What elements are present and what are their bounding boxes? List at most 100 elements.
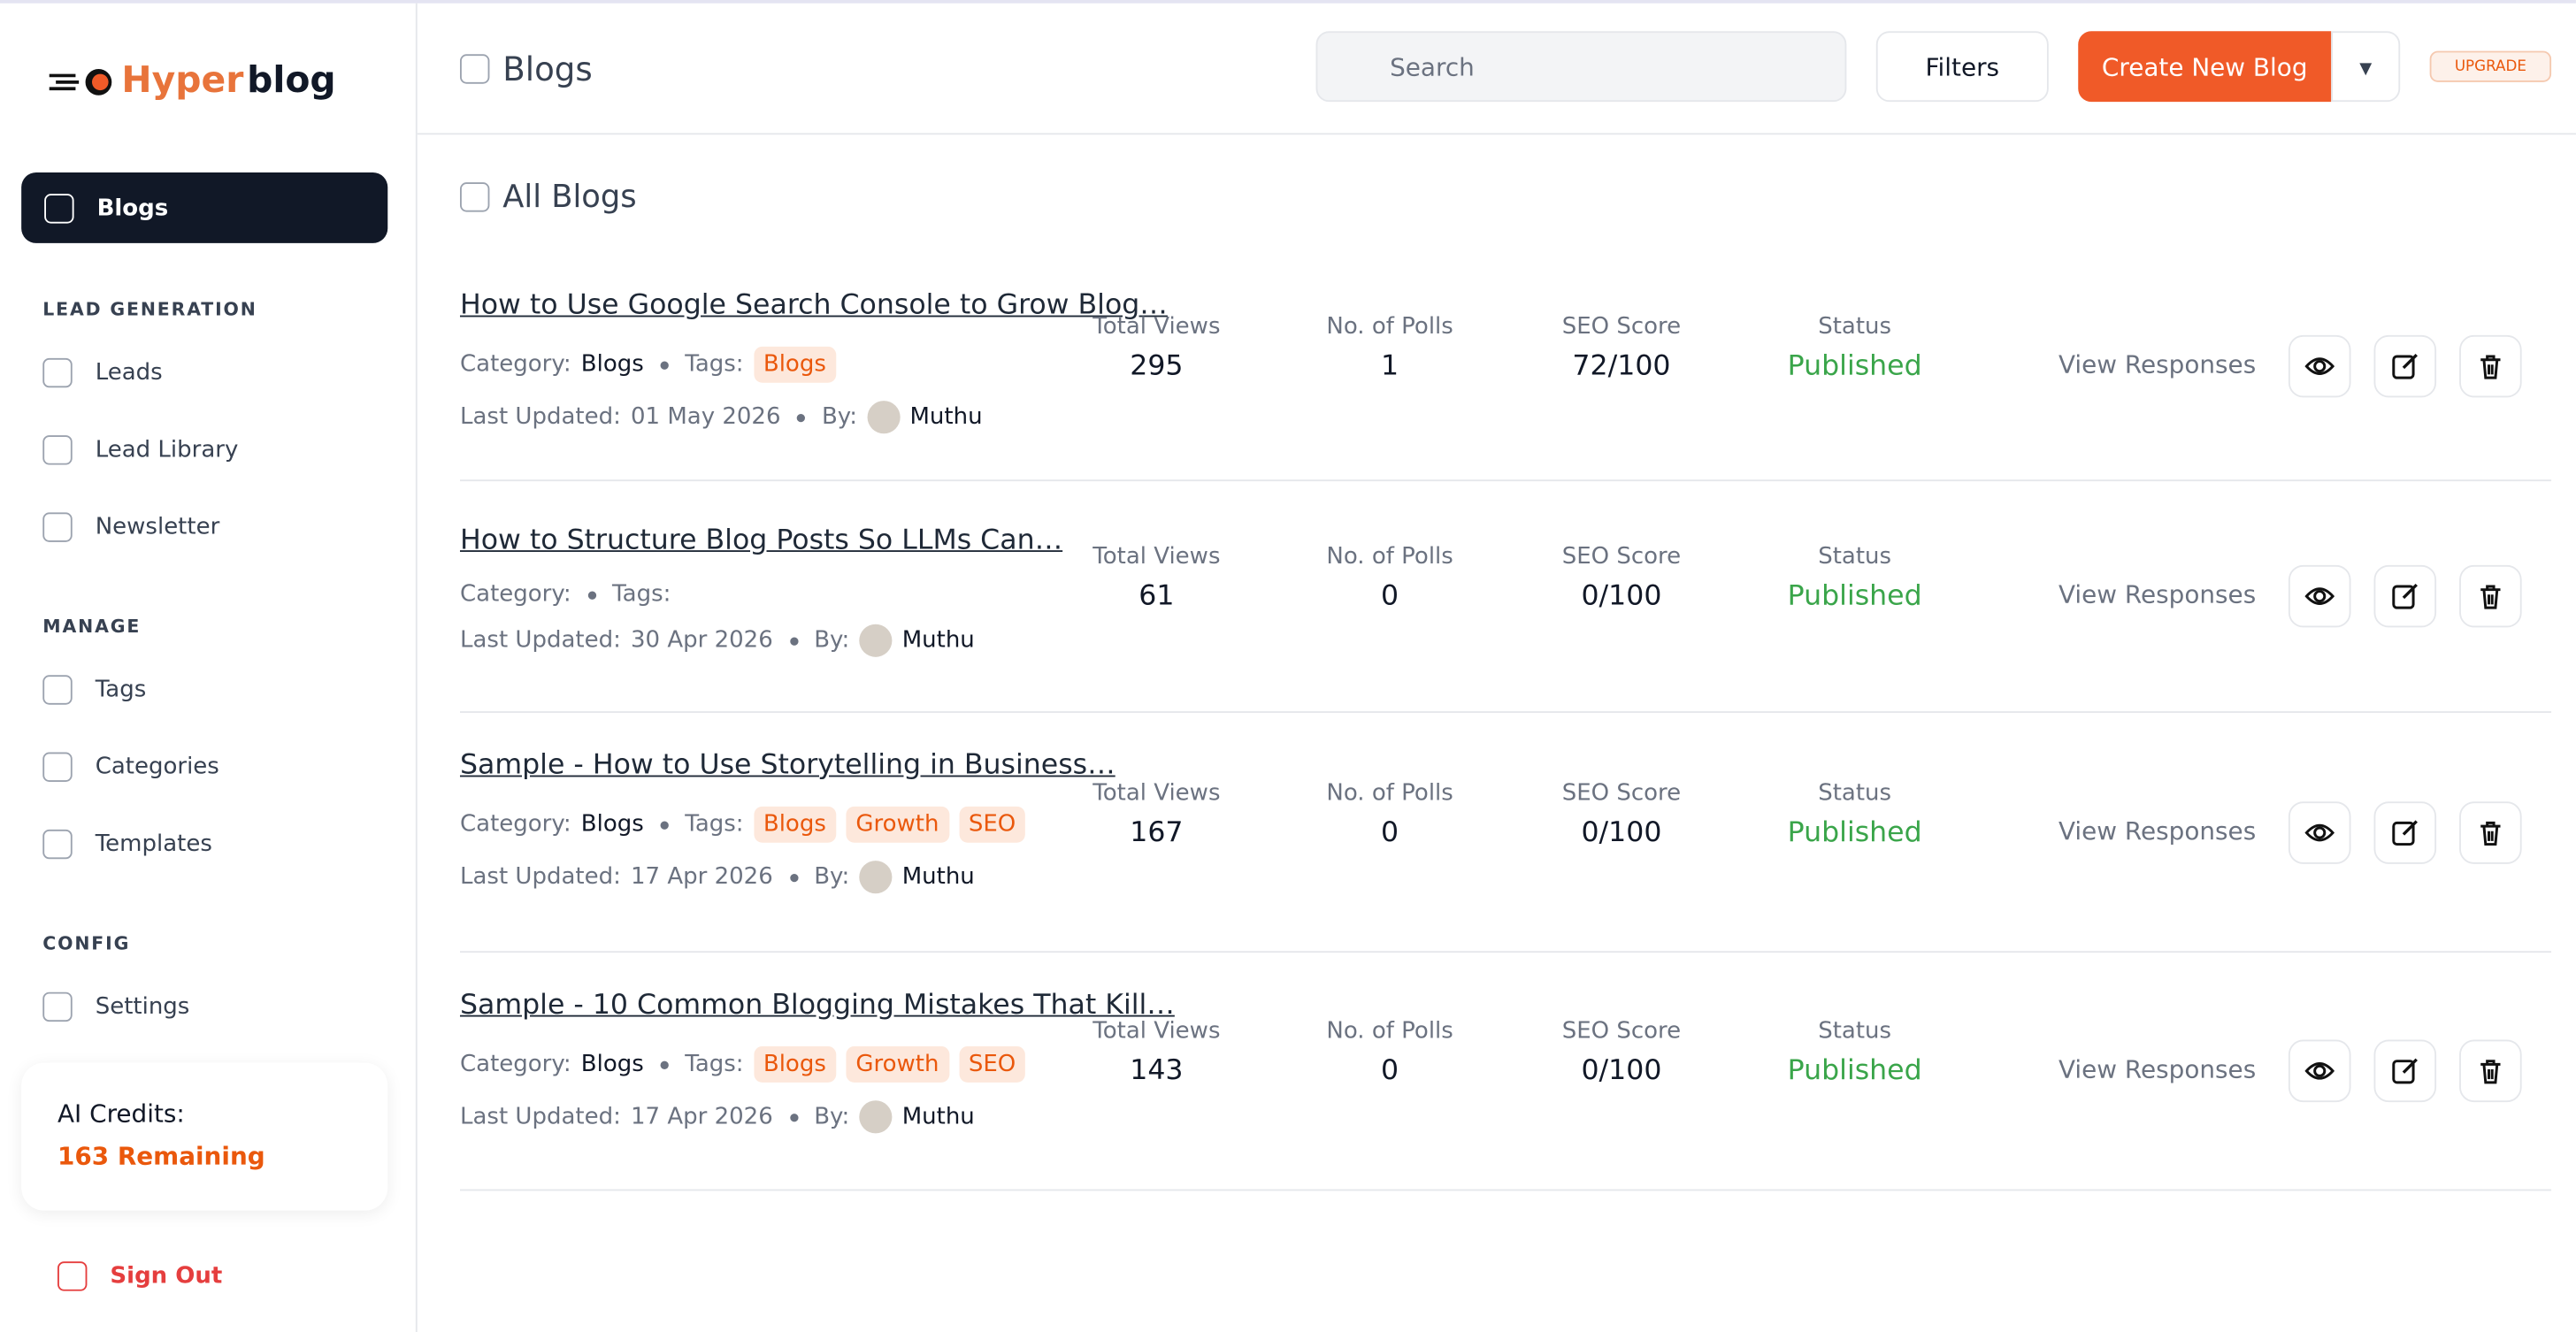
stat-value: 0 — [1381, 1054, 1399, 1088]
sign-out[interactable]: Sign Out — [57, 1261, 222, 1291]
stat-seo: SEO Score 0/100 — [1506, 779, 1736, 848]
stat-label: Status — [1818, 779, 1892, 806]
stat-seo: SEO Score 72/100 — [1506, 314, 1736, 383]
author: Muthu — [909, 403, 983, 431]
meta-category: Category: Blogs Tags: Blogs Growth SEO — [460, 1043, 1026, 1085]
dot — [789, 1113, 798, 1121]
stat-label: Total Views — [1092, 1018, 1221, 1045]
stat-status: Status Published — [1740, 1018, 1970, 1087]
avatar — [859, 1100, 893, 1134]
stat-value: Published — [1787, 579, 1922, 613]
tag: SEO — [958, 806, 1026, 843]
view-button[interactable] — [2288, 564, 2351, 628]
stat-label: Status — [1818, 313, 1892, 341]
dot — [789, 636, 798, 645]
nav-label: Categories — [95, 754, 219, 781]
blog-row: How to Structure Blog Posts So LLMs Can…… — [459, 481, 2552, 713]
stat-label: SEO Score — [1561, 313, 1682, 341]
tag: Blogs — [753, 346, 837, 383]
blog-title[interactable]: Sample - 10 Common Blogging Mistakes Tha… — [459, 988, 1175, 1022]
category-value: Blogs — [580, 351, 644, 379]
nav-active[interactable]: Blogs — [21, 172, 388, 243]
icon — [42, 752, 73, 782]
tag: Blogs — [753, 1045, 837, 1083]
edit-button[interactable] — [2373, 800, 2437, 863]
create-button[interactable]: Create New Blog — [2078, 31, 2332, 103]
view-responses[interactable]: View Responses — [2058, 815, 2257, 846]
tags-label: Tags: — [685, 351, 744, 379]
nav-item[interactable]: Newsletter — [42, 512, 220, 542]
stat-value: 167 — [1130, 815, 1184, 849]
stat-label: SEO Score — [1561, 543, 1682, 570]
category-value: Blogs — [580, 811, 644, 838]
blog-title[interactable]: How to Structure Blog Posts So LLMs Can… — [459, 524, 1063, 557]
upgrade[interactable]: UPGRADE — [2429, 50, 2552, 82]
icon — [2304, 587, 2334, 605]
blog-row: Sample - 10 Common Blogging Mistakes Tha… — [459, 953, 2552, 1191]
icon — [42, 991, 73, 1022]
dot — [587, 590, 596, 599]
stat-label: Total Views — [1092, 779, 1221, 806]
stat-views: Total Views 143 — [1041, 1018, 1271, 1087]
create-dropdown[interactable]: ▾ — [2331, 31, 2401, 103]
blog-row: Sample - How to Use Storytelling in Busi… — [459, 713, 2552, 953]
edit-button[interactable] — [2373, 1039, 2437, 1103]
delete-button[interactable] — [2459, 334, 2522, 398]
view-responses[interactable]: View Responses — [2058, 349, 2257, 379]
nav-label: Newsletter — [95, 514, 220, 540]
icon — [42, 512, 73, 542]
stat-polls: No. of Polls 1 — [1275, 314, 1505, 383]
search[interactable]: Search — [1315, 31, 1847, 103]
dot — [660, 1060, 669, 1069]
updated-value: 30 Apr 2026 — [630, 627, 773, 655]
icon — [2480, 585, 2501, 609]
edit-button[interactable] — [2373, 334, 2437, 398]
delete-button[interactable] — [2459, 564, 2522, 628]
avatar — [859, 861, 893, 894]
delete-button[interactable] — [2459, 1039, 2522, 1103]
nav-item[interactable]: Leads — [42, 357, 163, 388]
nav-item[interactable]: Tags — [42, 675, 146, 705]
view-button[interactable] — [2288, 1039, 2351, 1103]
icon — [57, 1261, 88, 1291]
updated-label: Last Updated: — [459, 403, 621, 431]
stat-views: Total Views 167 — [1041, 779, 1271, 848]
nav-label: Settings — [95, 993, 190, 1021]
section-heading: All Blogs — [459, 179, 637, 215]
credits-card: AI Credits: 163 Remaining — [21, 1063, 387, 1211]
nav-label: Lead Library — [95, 436, 239, 463]
stat-value: 143 — [1130, 1054, 1184, 1088]
delete-button[interactable] — [2459, 800, 2522, 863]
stat-value: 1 — [1381, 349, 1399, 383]
stat-label: Total Views — [1092, 313, 1221, 341]
nav-item[interactable]: Settings — [42, 991, 190, 1022]
section-title: LEAD GENERATION — [42, 298, 257, 321]
nav-item[interactable]: Categories — [42, 752, 219, 782]
blog-title[interactable]: How to Use Google Search Console to Grow… — [459, 288, 1168, 322]
view-responses[interactable]: View Responses — [2058, 1054, 2257, 1084]
icon — [42, 829, 73, 860]
icon — [2392, 353, 2418, 379]
nav-label: Leads — [95, 359, 163, 387]
nav-item[interactable]: Templates — [42, 829, 212, 860]
icon — [42, 675, 73, 705]
logo[interactable]: Hyper blog — [46, 61, 336, 102]
nav-item[interactable]: Lead Library — [42, 435, 239, 465]
filters[interactable]: Filters — [1875, 31, 2049, 103]
stat-value: Published — [1787, 349, 1922, 383]
icon — [2304, 823, 2334, 841]
view-button[interactable] — [2288, 334, 2351, 398]
view-button[interactable] — [2288, 800, 2351, 863]
icon — [2480, 820, 2501, 846]
by-label: By: — [814, 863, 850, 891]
section-title: MANAGE — [42, 616, 142, 638]
blog-title[interactable]: Sample - How to Use Storytelling in Busi… — [459, 748, 1116, 782]
stat-polls: No. of Polls 0 — [1275, 779, 1505, 848]
icon — [2304, 357, 2334, 375]
icon — [2304, 1062, 2334, 1080]
stat-status: Status Published — [1740, 544, 1970, 613]
view-responses[interactable]: View Responses — [2058, 579, 2257, 609]
edit-button[interactable] — [2373, 564, 2437, 628]
stat-status: Status Published — [1740, 314, 1970, 383]
